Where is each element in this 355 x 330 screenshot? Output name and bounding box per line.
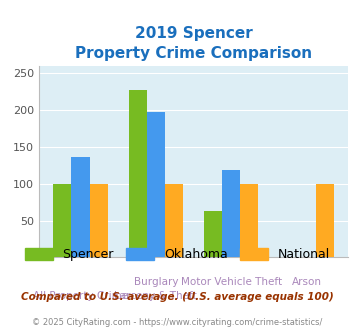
Bar [89,184,108,257]
Text: Compared to U.S. average. (U.S. average equals 100): Compared to U.S. average. (U.S. average … [21,292,334,302]
Bar [165,184,183,257]
Text: Larceny & Theft: Larceny & Theft [114,291,197,301]
Bar [204,211,222,257]
Text: Arson: Arson [291,277,322,287]
Text: Motor Vehicle Theft: Motor Vehicle Theft [181,277,282,287]
Bar [53,184,71,257]
Bar [147,112,165,257]
Legend: Spencer, Oklahoma, National: Spencer, Oklahoma, National [20,243,335,266]
Bar [129,89,147,257]
Text: © 2025 CityRating.com - https://www.cityrating.com/crime-statistics/: © 2025 CityRating.com - https://www.city… [32,318,323,327]
Bar [240,184,258,257]
Text: All Property Crime: All Property Crime [33,291,128,301]
Title: 2019 Spencer
Property Crime Comparison: 2019 Spencer Property Crime Comparison [75,26,312,61]
Text: Burglary: Burglary [133,277,178,287]
Bar [222,170,240,257]
Bar [71,157,89,257]
Bar [316,184,334,257]
